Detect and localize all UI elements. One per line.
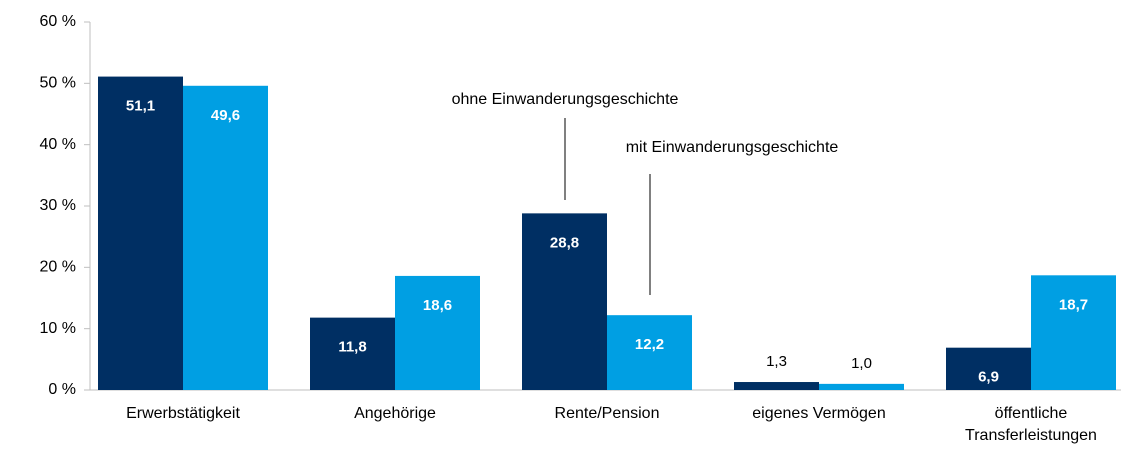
bar (946, 347, 1031, 390)
x-tick-label: Angehörige (354, 405, 436, 422)
data-label: 18,6 (423, 297, 452, 314)
bar (522, 213, 607, 390)
bar (183, 85, 268, 390)
bar (310, 317, 395, 390)
y-tick-label: 0 % (48, 381, 76, 398)
data-label: 11,8 (338, 339, 366, 356)
y-tick-label: 40 % (40, 136, 76, 153)
bar (395, 275, 480, 390)
x-tick-label: eigenes Vermögen (752, 405, 886, 422)
x-tick-label: Rente/Pension (554, 405, 660, 422)
bar (1031, 275, 1116, 390)
x-tick-label: Erwerbstätigkeit (126, 405, 240, 422)
legend-label: ohne Einwanderungsgeschichte (452, 91, 679, 108)
data-label: 49,6 (211, 107, 240, 124)
data-label: 12,2 (635, 336, 664, 353)
y-tick-label: 20 % (40, 259, 76, 276)
data-label: 28,8 (550, 234, 579, 251)
x-tick-label: öffentliche Transferleistungen (965, 405, 1097, 444)
y-tick-label: 30 % (40, 197, 76, 214)
data-label: 51,1 (126, 98, 155, 115)
data-label: 6,9 (978, 369, 999, 386)
bar (98, 76, 183, 390)
bar (734, 382, 819, 390)
legend-label: mit Einwanderungsgeschichte (626, 139, 839, 156)
y-tick-label: 60 % (40, 13, 76, 30)
data-label: 1,3 (766, 353, 787, 370)
bar (819, 383, 904, 390)
y-tick-label: 10 % (40, 320, 76, 337)
data-label: 18,7 (1059, 296, 1088, 313)
y-tick-label: 50 % (40, 75, 76, 92)
bar (607, 315, 692, 390)
data-label: 1,0 (851, 355, 872, 372)
